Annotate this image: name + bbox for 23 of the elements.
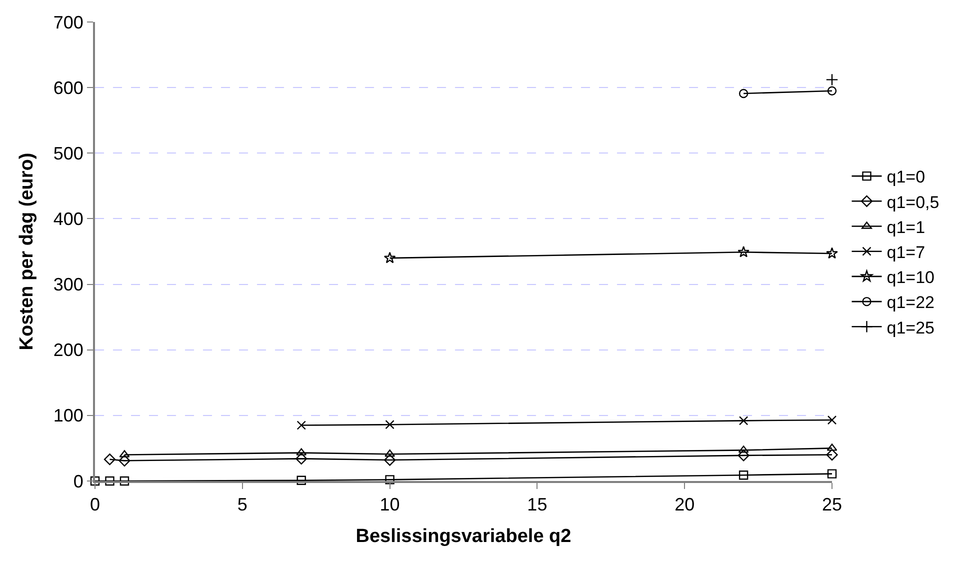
legend-label: q1=25 [886, 318, 934, 338]
y-tick-label: 0 [73, 471, 84, 492]
legend-label: q1=0 [886, 168, 926, 187]
legend-label: q1=0,5 [886, 192, 940, 212]
y-tick-label: 200 [53, 340, 84, 360]
x-tick-label: 25 [822, 494, 842, 515]
legend-label: q1=1 [886, 218, 926, 237]
x-tick-label: 10 [380, 494, 400, 515]
legend-label: q1=10 [886, 268, 934, 288]
legend-label: q1=22 [886, 293, 934, 312]
y-tick-label: 400 [53, 209, 84, 230]
y-tick-label: 100 [53, 406, 84, 426]
y-tick-label: 500 [53, 143, 84, 164]
x-tick-label: 20 [674, 494, 695, 515]
legend-label: q1=7 [886, 242, 926, 262]
y-tick-label: 600 [53, 78, 84, 98]
y-tick-label: 700 [53, 12, 84, 32]
x-tick-label: 0 [90, 494, 100, 515]
y-axis-title: Kosten per dag (euro) [16, 152, 38, 350]
x-tick-label: 5 [237, 494, 248, 515]
x-tick-label: 15 [527, 494, 548, 515]
y-tick-label: 300 [53, 274, 84, 295]
x-axis-title: Beslissingsvariabele q2 [356, 526, 572, 547]
